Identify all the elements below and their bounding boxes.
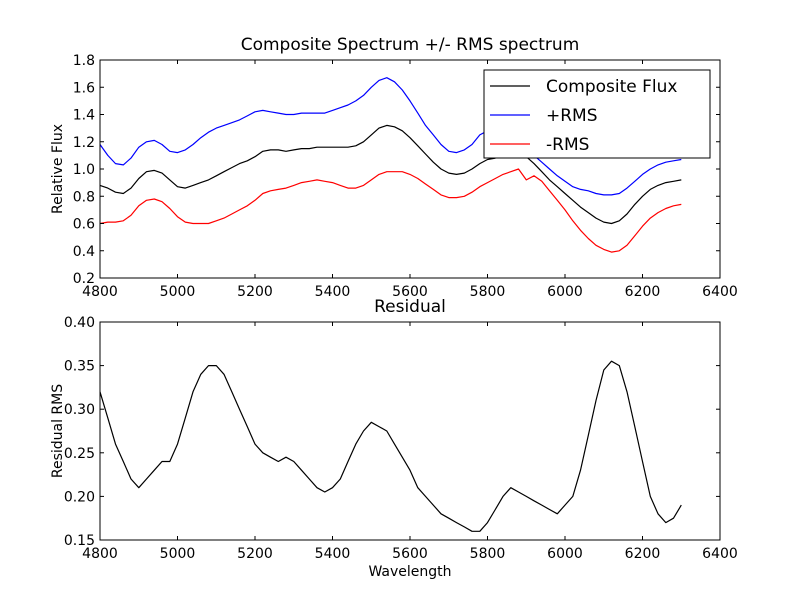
y-tick-label-bottom-4: 0.35 <box>64 359 95 375</box>
x-tick-label-bottom-3: 5400 <box>315 546 351 562</box>
plot-top <box>99 59 721 279</box>
y-tick-label-bottom-1: 0.20 <box>64 489 95 505</box>
legend-label-2: -RMS <box>546 135 589 155</box>
x-axis-label-bottom: Wavelength <box>368 564 451 580</box>
series-line-top-0 <box>99 124 682 225</box>
legend-box <box>483 69 711 159</box>
y-tick-label-top-6: 1.4 <box>73 108 95 124</box>
y-tick-label-top-2: 0.6 <box>73 217 95 233</box>
x-tick-label-bottom-4: 5600 <box>392 546 428 562</box>
y-tick-label-top-7: 1.6 <box>73 80 95 96</box>
x-tick-label-top-1: 5000 <box>160 284 196 300</box>
x-tick-label-bottom-0: 4800 <box>82 546 118 562</box>
x-tick-label-top-5: 5800 <box>470 284 506 300</box>
x-tick-label-bottom-8: 6400 <box>702 546 738 562</box>
y-tick-label-top-3: 0.8 <box>73 189 95 205</box>
legend-top <box>483 69 711 159</box>
x-tick-label-bottom-1: 5000 <box>160 546 196 562</box>
x-tick-label-top-2: 5200 <box>237 284 273 300</box>
series-line-bottom-0 <box>99 360 682 532</box>
y-tick-label-bottom-3: 0.30 <box>64 402 95 418</box>
x-tick-label-top-3: 5400 <box>315 284 351 300</box>
x-tick-label-top-4: 5600 <box>392 284 428 300</box>
axes-frame-bottom <box>99 321 721 541</box>
x-tick-label-bottom-7: 6200 <box>625 546 661 562</box>
legend-label-1: +RMS <box>546 106 598 126</box>
series-line-top-2 <box>99 168 682 253</box>
y-axis-label-bottom: Residual RMS <box>50 384 66 478</box>
y-tick-label-top-8: 1.8 <box>73 53 95 69</box>
y-axis-label-top: Relative Flux <box>50 124 66 214</box>
plot-bottom <box>99 321 721 541</box>
chart-title-bottom: Residual <box>374 297 446 317</box>
y-tick-label-top-1: 0.4 <box>73 244 95 260</box>
y-tick-label-top-0: 0.2 <box>73 271 95 287</box>
y-tick-label-top-5: 1.2 <box>73 135 95 151</box>
legend-label-0: Composite Flux <box>546 77 677 97</box>
x-tick-label-bottom-6: 6000 <box>547 546 583 562</box>
y-tick-label-bottom-2: 0.25 <box>64 446 95 462</box>
x-tick-label-top-8: 6400 <box>702 284 738 300</box>
y-tick-label-bottom-0: 0.15 <box>64 533 95 549</box>
y-tick-label-bottom-5: 0.40 <box>64 315 95 331</box>
y-tick-label-top-4: 1.0 <box>73 162 95 178</box>
x-tick-label-top-7: 6200 <box>625 284 661 300</box>
x-tick-label-bottom-5: 5800 <box>470 546 506 562</box>
x-tick-label-bottom-2: 5200 <box>237 546 273 562</box>
x-tick-label-top-0: 4800 <box>82 284 118 300</box>
series-line-top-1 <box>99 77 682 196</box>
x-tick-label-top-6: 6000 <box>547 284 583 300</box>
chart-title-top: Composite Spectrum +/- RMS spectrum <box>241 35 580 55</box>
